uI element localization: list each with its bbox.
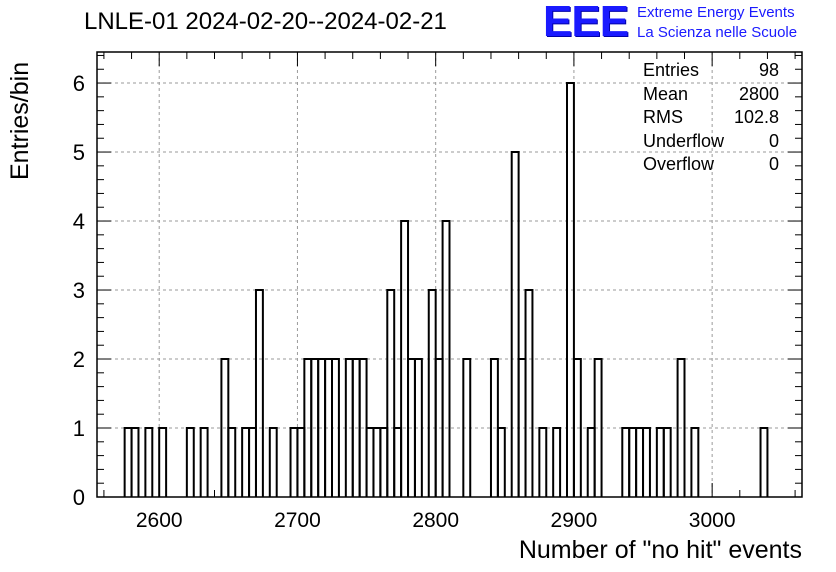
stats-row-mean: Mean 2800 xyxy=(643,83,779,107)
x-tick-label: 3000 xyxy=(689,509,736,532)
stats-box: Entries 98 Mean 2800 RMS 102.8 Underflow 0 O… xyxy=(643,59,779,177)
stats-label: Entries xyxy=(643,60,700,80)
histogram-bin xyxy=(676,358,686,497)
histogram-bin xyxy=(662,427,672,497)
histogram-bin xyxy=(123,427,133,497)
y-tick-label: 6 xyxy=(73,71,85,96)
stats-value: 102.8 xyxy=(733,107,779,127)
histogram-bin xyxy=(642,427,651,497)
y-tick-label: 0 xyxy=(73,485,85,510)
plot-frame xyxy=(96,51,803,498)
y-tick-label: 1 xyxy=(73,416,85,441)
histogram-bin xyxy=(241,427,251,497)
histogram-bin xyxy=(199,427,209,497)
x-tick-label: 2900 xyxy=(551,509,598,532)
histogram-bin xyxy=(331,358,340,497)
x-tick-label: 2700 xyxy=(274,509,321,532)
histogram-bin xyxy=(130,427,140,497)
histogram-bin xyxy=(655,427,665,497)
histogram-bin xyxy=(462,358,472,497)
logo-line-2: La Scienza nelle Scuole xyxy=(637,24,798,41)
stats-row-entries: Entries 98 xyxy=(643,59,779,83)
stats-value: 0 xyxy=(768,130,779,151)
histogram-bin xyxy=(227,427,237,497)
histogram-bin xyxy=(386,289,396,497)
histogram-bin xyxy=(690,427,700,497)
chart-title: LNLE-01 2024-02-20--2024-02-21 xyxy=(84,8,447,35)
x-tick-label: 2800 xyxy=(412,509,459,532)
histogram-bin xyxy=(621,427,631,497)
histogram-bin xyxy=(441,220,451,497)
y-tick-label: 3 xyxy=(73,278,85,303)
histogram-bin xyxy=(379,427,389,497)
stats-label: Mean xyxy=(643,83,689,104)
histogram-bin xyxy=(296,427,306,497)
stats-label: RMS xyxy=(643,107,683,127)
histogram-bin xyxy=(393,427,403,497)
histogram-bin xyxy=(248,427,257,497)
y-tick-label: 5 xyxy=(73,140,85,165)
histogram-bin xyxy=(524,289,534,497)
histogram-bin xyxy=(427,289,437,497)
histogram-bin xyxy=(185,427,195,497)
histogram-bin xyxy=(566,82,575,497)
histogram-bin xyxy=(572,358,582,497)
histogram-bin xyxy=(289,427,299,497)
stats-row-overflow: Overflow 0 xyxy=(643,153,779,177)
histogram-bin xyxy=(628,427,638,497)
y-tick-label: 2 xyxy=(73,347,85,372)
stats-label: Overflow xyxy=(643,154,715,174)
stats-row-rms: RMS 102.8 xyxy=(643,106,779,130)
histogram-bin xyxy=(759,427,769,497)
stats-row-underflow: Underflow 0 xyxy=(643,130,779,154)
stats-value: 2800 xyxy=(738,83,779,104)
histogram-bin xyxy=(593,358,603,497)
histogram-bin xyxy=(254,289,264,497)
y-axis-label: Entries/bin xyxy=(6,61,34,180)
eee-logo-text: Extreme Energy Events La Scienza nelle S… xyxy=(637,3,797,43)
histogram-bin xyxy=(158,427,168,497)
histogram-bin xyxy=(372,427,382,497)
stats-label: Underflow xyxy=(643,130,725,151)
histogram-bin xyxy=(635,427,645,497)
y-tick-label: 4 xyxy=(73,209,85,234)
x-tick-label: 2600 xyxy=(136,509,183,532)
histogram-bin xyxy=(586,427,596,497)
histogram-bin xyxy=(365,427,375,497)
histogram-bin xyxy=(413,358,423,497)
histogram-bin xyxy=(496,427,506,497)
stats-value: 98 xyxy=(758,60,779,80)
eee-logo-mark: EEE xyxy=(543,0,629,46)
logo-line-1: Extreme Energy Events xyxy=(637,4,795,21)
histogram-bin xyxy=(268,427,278,497)
histogram-bin xyxy=(144,427,154,497)
stats-value: 0 xyxy=(768,154,779,174)
histogram-bin xyxy=(538,427,548,497)
x-axis-label: Number of "no hit" events xyxy=(518,536,802,564)
histogram-bin xyxy=(510,151,520,497)
histogram-bin xyxy=(552,427,562,497)
